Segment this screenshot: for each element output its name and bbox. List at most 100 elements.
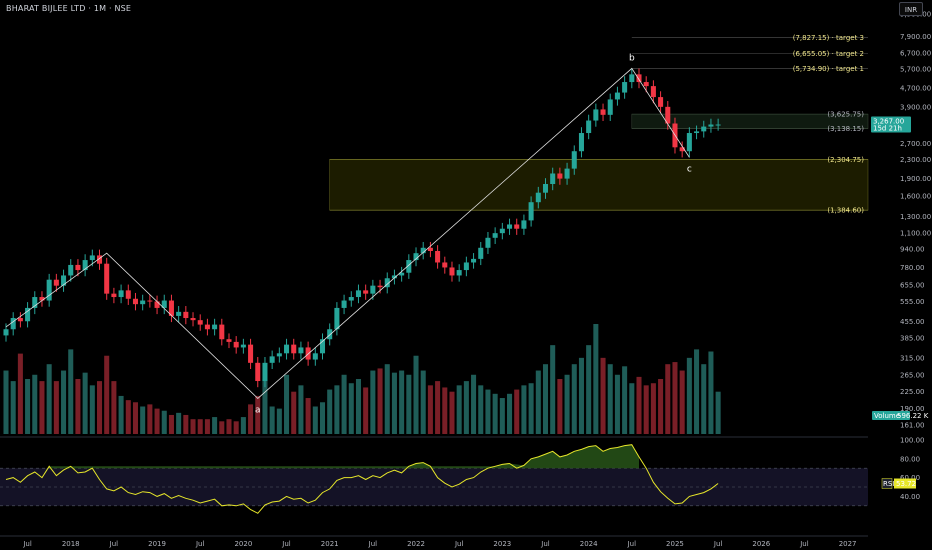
rsi-tag-value: 53.72 [896, 480, 916, 488]
candle-body [629, 74, 635, 83]
candle-body [593, 109, 599, 121]
last-price-value: 3,267.00 [873, 118, 904, 126]
currency-button[interactable]: INR [899, 2, 923, 16]
candle-body [10, 318, 16, 330]
volume-bar [355, 379, 361, 434]
price-axis[interactable]: 9,900.007,900.006,700.005,700.004,700.00… [900, 10, 931, 501]
candle-body [643, 82, 649, 87]
volume-bar [75, 379, 81, 434]
candle-body [478, 247, 484, 259]
candle-body [82, 260, 88, 271]
candle-body [104, 263, 110, 294]
candle-body [471, 258, 477, 263]
candle-body [147, 300, 153, 302]
volume-bar [61, 370, 67, 434]
volume-bar [168, 414, 174, 434]
candle-body [622, 82, 628, 93]
wave-label: a [255, 405, 261, 415]
volume-bar [262, 379, 268, 434]
price-tick: 455.00 [900, 318, 925, 326]
candle-body [578, 133, 584, 152]
time-tick: Jul [22, 540, 32, 548]
price-tick: 2,700.00 [900, 140, 931, 148]
volume-bar [384, 364, 390, 434]
last-price-countdown: 15d 21h [873, 125, 902, 133]
candle-body [550, 173, 556, 185]
volume-bar [499, 398, 505, 434]
candle-body [161, 300, 167, 308]
volume-bar [104, 355, 110, 434]
candle-body [463, 262, 469, 271]
price-tick: 7,900.00 [900, 33, 931, 41]
volume-bar [68, 349, 74, 434]
candle-body [233, 341, 239, 348]
time-axis[interactable]: Jul 2018 Jul 2019 Jul 2020 Jul 2021 Jul 2022 Jul 20… [22, 540, 856, 548]
price-tick: 161.00 [900, 421, 925, 429]
rsi-overbought-fill [49, 444, 639, 469]
candle-body [255, 362, 261, 382]
volume-bar [363, 387, 369, 434]
volume-bar [298, 385, 304, 434]
candle-body [355, 290, 361, 298]
candle-body [370, 285, 376, 294]
volume-bar [118, 395, 124, 434]
volume-bar [312, 406, 318, 434]
candle-body [140, 300, 146, 305]
volume-bar [276, 408, 282, 434]
candle-body [650, 86, 656, 98]
candle-body [557, 173, 563, 179]
price-tick: 1,300.00 [900, 213, 931, 221]
volume-bar [269, 406, 275, 434]
volume-bar [420, 370, 426, 434]
candle-body [600, 109, 606, 115]
volume-bar [521, 385, 527, 434]
candle-body [384, 278, 390, 288]
price-tick: 265.00 [900, 372, 925, 380]
volume-bar [111, 381, 117, 434]
candle-body [61, 275, 67, 286]
candle-body [269, 356, 275, 363]
time-tick: 2025 [666, 540, 684, 548]
volume-bar [593, 324, 599, 434]
volume-bar [650, 383, 656, 434]
candle-body [248, 344, 254, 363]
time-tick: Jul [195, 540, 205, 548]
symbol-title[interactable]: BHARAT BIJLEE LTD · 1M · NSE [6, 4, 132, 13]
volume-bar [442, 387, 448, 434]
candle-body [46, 279, 52, 301]
volume-bar [391, 372, 397, 434]
volume-bar [327, 389, 333, 434]
volume-bar [46, 364, 52, 434]
level-label: (1,384.60) [827, 207, 864, 215]
rsi-tag-label-bg [881, 478, 893, 489]
level-label: (2,304.75) [827, 156, 864, 164]
time-tick: 2022 [407, 540, 425, 548]
volume-bar [233, 421, 239, 434]
candle-body [542, 184, 549, 193]
volume-bar [334, 385, 340, 434]
candle-body [190, 318, 196, 321]
candle-body [694, 131, 700, 134]
rsi-tick: 80.00 [900, 455, 920, 463]
candle-body [17, 318, 23, 322]
time-tick: Jul [627, 540, 637, 548]
candle-body [291, 344, 297, 354]
candle-body [686, 133, 692, 152]
volume-bar [528, 383, 534, 434]
volume-bar [183, 414, 189, 434]
volume-bar [636, 376, 642, 434]
volume-bar [586, 345, 592, 434]
volume-bar [248, 404, 254, 434]
volume-bar [406, 374, 412, 434]
volume-bar [578, 357, 584, 434]
candle-body [715, 124, 721, 126]
volume-bar [39, 381, 45, 434]
volume-bar [413, 355, 419, 434]
time-tick: Jul [281, 540, 291, 548]
time-tick: 2024 [580, 540, 598, 548]
candle-body [708, 124, 714, 127]
volume-bar [643, 385, 649, 434]
volume-bar [370, 370, 376, 434]
